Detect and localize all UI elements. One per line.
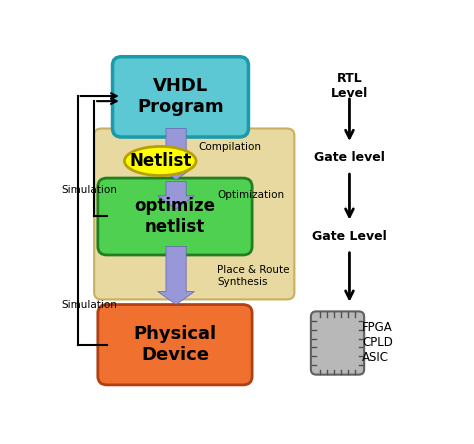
Polygon shape	[158, 128, 194, 180]
Text: VHDL
Program: VHDL Program	[137, 77, 224, 116]
Text: Compilation: Compilation	[199, 142, 262, 152]
FancyBboxPatch shape	[311, 311, 364, 375]
Polygon shape	[158, 182, 194, 209]
Text: Physical
Device: Physical Device	[133, 325, 217, 364]
Text: Simulation: Simulation	[61, 185, 117, 195]
Text: Place & Route: Place & Route	[217, 266, 290, 275]
Text: optimize
netlist: optimize netlist	[135, 197, 216, 236]
FancyBboxPatch shape	[112, 57, 248, 137]
Text: Gate Level: Gate Level	[312, 230, 387, 243]
Text: Simulation: Simulation	[61, 300, 117, 309]
Text: Netlist: Netlist	[129, 152, 191, 170]
FancyBboxPatch shape	[98, 178, 252, 255]
Ellipse shape	[125, 147, 196, 175]
Text: Gate level: Gate level	[314, 151, 385, 164]
Text: Optimization: Optimization	[217, 190, 284, 200]
Polygon shape	[158, 246, 194, 305]
FancyBboxPatch shape	[94, 128, 294, 299]
Text: RTL
Level: RTL Level	[331, 72, 368, 100]
Text: Synthesis: Synthesis	[217, 278, 268, 287]
FancyBboxPatch shape	[98, 305, 252, 385]
Text: FPGA
CPLD
ASIC: FPGA CPLD ASIC	[362, 321, 393, 364]
